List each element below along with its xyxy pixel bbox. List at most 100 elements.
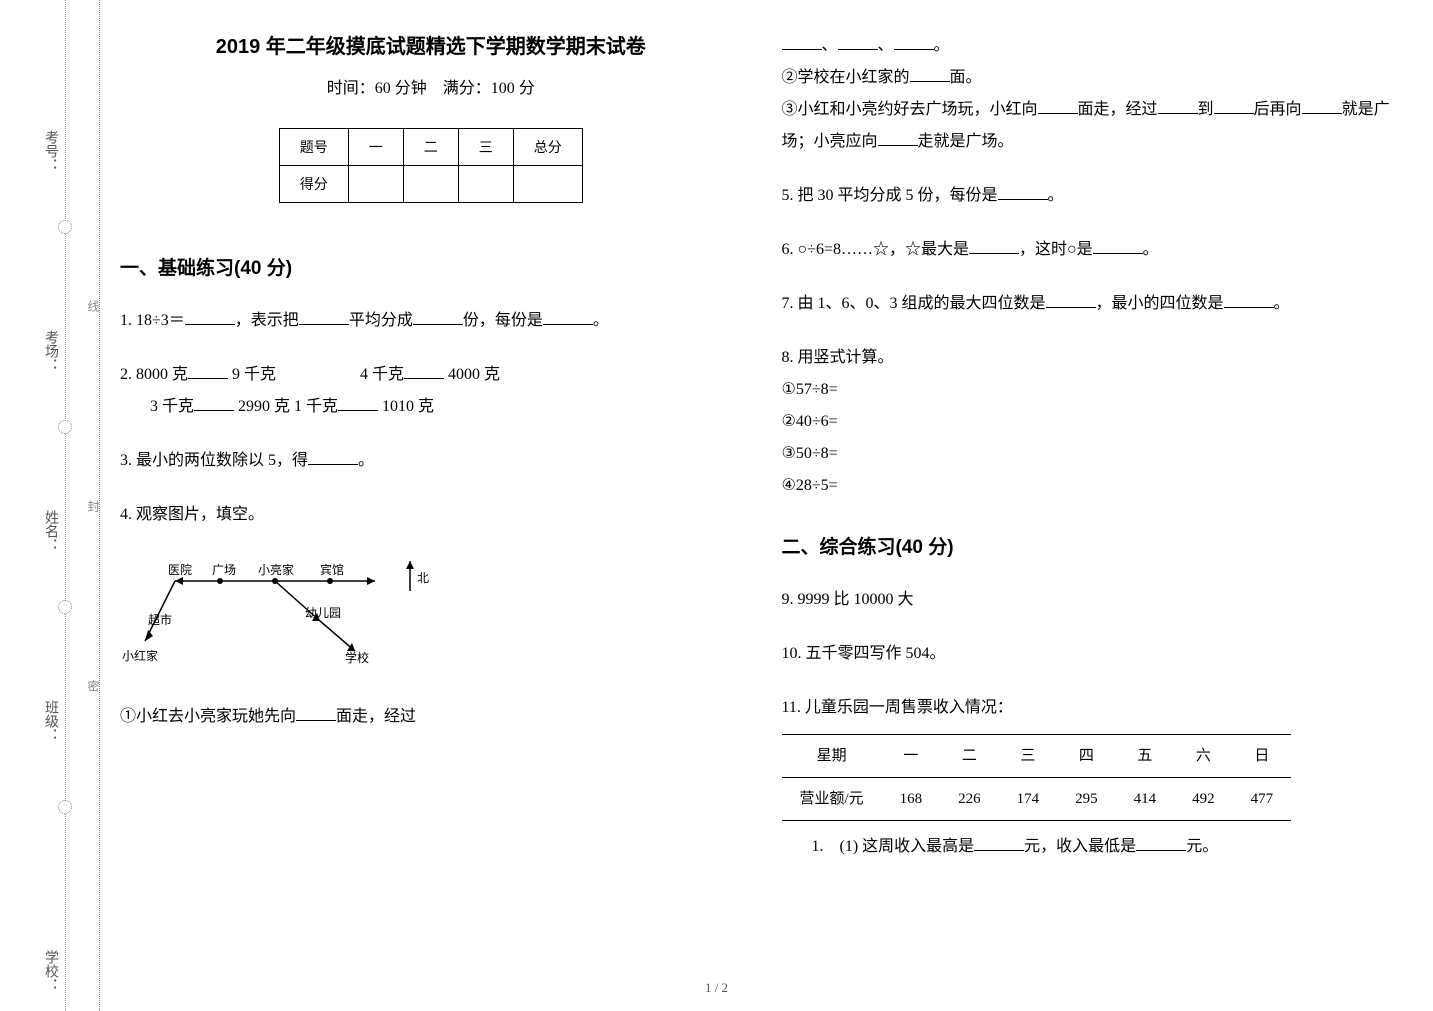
score-header: 题号 bbox=[279, 129, 348, 166]
sales-header: 一 bbox=[882, 735, 941, 778]
right-column: 、、。 ②学校在小红家的面。 ③小红和小亮约好去广场玩，小红向面走，经过到后再向… bbox=[782, 30, 1404, 885]
q5-text: 5. 把 30 平均分成 5 份，每份是 bbox=[782, 187, 998, 204]
question-11: 11. 儿童乐园一周售票收入情况： 星期 一 二 三 四 五 六 日 营业额/元… bbox=[782, 692, 1404, 863]
score-cell: 得分 bbox=[279, 166, 348, 203]
q4-text: 4. 观察图片，填空。 bbox=[120, 506, 264, 523]
q8-item: ③50÷8= bbox=[782, 445, 838, 462]
binding-margin: 考号： 考场： 姓名： 班级： 学校： 线 封 密 bbox=[0, 0, 100, 1011]
q4-sub1-text: 面走，经过 bbox=[336, 708, 416, 725]
diagram-node-school: 学校 bbox=[345, 646, 369, 670]
score-header: 二 bbox=[403, 129, 458, 166]
q7-text: 7. 由 1、6、0、3 组成的最大四位数是 bbox=[782, 295, 1046, 312]
blank bbox=[1046, 290, 1096, 308]
question-9: 9. 9999 比 10000 大 bbox=[782, 584, 1404, 616]
q4-sub2-text: ②学校在小红家的 bbox=[782, 69, 910, 86]
q8-item: ①57÷8= bbox=[782, 381, 838, 398]
table-row: 得分 bbox=[279, 166, 582, 203]
blank bbox=[1158, 96, 1198, 114]
q3-text: 。 bbox=[358, 452, 374, 469]
score-table: 题号 一 二 三 总分 得分 bbox=[279, 128, 583, 203]
blank bbox=[782, 32, 822, 50]
blank bbox=[308, 447, 358, 465]
question-10: 10. 五千零四写作 504。 bbox=[782, 638, 1404, 670]
blank bbox=[413, 307, 463, 325]
page-content: 2019 年二年级摸底试题精选下学期数学期末试卷 时间：60 分钟 满分：100… bbox=[120, 30, 1403, 885]
q4-sub1-text: ①小红去小亮家玩她先向 bbox=[120, 708, 296, 725]
sales-value: 414 bbox=[1116, 778, 1175, 821]
q4-sub3-text: 面走，经过 bbox=[1078, 101, 1158, 118]
seal-line-text: 封 bbox=[85, 500, 102, 512]
q2-text: 4 千克 bbox=[360, 366, 404, 383]
margin-label-class: 班级： bbox=[40, 700, 60, 742]
margin-label-name: 姓名： bbox=[40, 510, 60, 552]
q11-sub-text: 元。 bbox=[1186, 838, 1218, 855]
q6-text: ，这时○是 bbox=[1019, 241, 1093, 258]
sales-value: 174 bbox=[999, 778, 1058, 821]
sales-value: 295 bbox=[1057, 778, 1116, 821]
question-6: 6. ○÷6=8……☆，☆最大是，这时○是。 bbox=[782, 234, 1404, 266]
diagram-node-kinder: 幼儿园 bbox=[305, 601, 341, 625]
sales-header: 二 bbox=[940, 735, 999, 778]
score-cell bbox=[348, 166, 403, 203]
score-header: 三 bbox=[458, 129, 513, 166]
q8-item: ②40÷6= bbox=[782, 413, 838, 430]
fold-circle bbox=[58, 800, 72, 814]
q1-text: 份，每份是 bbox=[463, 312, 543, 329]
blank bbox=[296, 703, 336, 721]
score-header: 总分 bbox=[513, 129, 582, 166]
question-7: 7. 由 1、6、0、3 组成的最大四位数是，最小的四位数是。 bbox=[782, 288, 1404, 320]
blank bbox=[974, 833, 1024, 851]
page-number: 1 / 2 bbox=[705, 980, 728, 996]
blank bbox=[338, 393, 378, 411]
q2-text: 3 千克 bbox=[150, 398, 194, 415]
blank bbox=[878, 128, 918, 146]
q8-item: ④28÷5= bbox=[782, 477, 838, 494]
sales-header: 五 bbox=[1116, 735, 1175, 778]
q4-sub3-text: 后再向 bbox=[1254, 101, 1302, 118]
dotted-fold-line bbox=[65, 0, 66, 1011]
sales-header: 四 bbox=[1057, 735, 1116, 778]
blank bbox=[299, 307, 349, 325]
question-4-cont: 、、。 ②学校在小红家的面。 ③小红和小亮约好去广场玩，小红向面走，经过到后再向… bbox=[782, 30, 1404, 158]
fold-circle bbox=[58, 220, 72, 234]
score-cell bbox=[403, 166, 458, 203]
q2-text: 9 千克 bbox=[228, 366, 276, 383]
q4-sub3-text: 走就是广场。 bbox=[918, 133, 1014, 150]
q6-text: 。 bbox=[1143, 241, 1159, 258]
blank bbox=[194, 393, 234, 411]
left-column: 2019 年二年级摸底试题精选下学期数学期末试卷 时间：60 分钟 满分：100… bbox=[120, 30, 742, 885]
q2-text: 2. 8000 克 bbox=[120, 366, 188, 383]
question-4: 4. 观察图片，填空。 医 bbox=[120, 499, 742, 733]
blank bbox=[188, 361, 228, 379]
blank bbox=[1093, 236, 1143, 254]
section-1-header: 一、基础练习(40 分) bbox=[120, 253, 742, 280]
diagram-node-hotel: 宾馆 bbox=[320, 558, 344, 582]
score-header: 一 bbox=[348, 129, 403, 166]
q11-sub-text: 元，收入最低是 bbox=[1024, 838, 1136, 855]
blank bbox=[543, 307, 593, 325]
sales-value: 477 bbox=[1233, 778, 1292, 821]
blank bbox=[1038, 96, 1078, 114]
map-diagram: 医院 广场 小亮家 宾馆 超市 小红家 幼儿园 学校 北 bbox=[120, 546, 440, 686]
diagram-node-square: 广场 bbox=[212, 558, 236, 582]
score-cell bbox=[513, 166, 582, 203]
table-row: 星期 一 二 三 四 五 六 日 bbox=[782, 735, 1292, 778]
blank bbox=[1302, 96, 1342, 114]
q7-text: 。 bbox=[1274, 295, 1290, 312]
blank bbox=[910, 64, 950, 82]
sales-rowlabel: 营业额/元 bbox=[782, 778, 882, 821]
question-2: 2. 8000 克 9 千克 4 千克 4000 克 3 千克 2990 克 1… bbox=[120, 359, 742, 423]
fold-circle bbox=[58, 600, 72, 614]
blank bbox=[1136, 833, 1186, 851]
q8-text: 8. 用竖式计算。 bbox=[782, 349, 894, 366]
q4-text: 、 bbox=[822, 37, 838, 54]
q4-sub3-text: ③小红和小亮约好去广场玩，小红向 bbox=[782, 101, 1038, 118]
blank bbox=[404, 361, 444, 379]
diagram-node-xiaoliang: 小亮家 bbox=[258, 558, 294, 582]
diagram-node-market: 超市 bbox=[148, 608, 172, 632]
sales-header: 六 bbox=[1174, 735, 1233, 778]
diagram-node-xiaohong: 小红家 bbox=[122, 644, 158, 668]
q2-text: 2990 克 1 千克 bbox=[234, 398, 338, 415]
q11-text: 11. 儿童乐园一周售票收入情况： bbox=[782, 699, 1013, 716]
question-1: 1. 18÷3＝，表示把平均分成份，每份是。 bbox=[120, 305, 742, 337]
